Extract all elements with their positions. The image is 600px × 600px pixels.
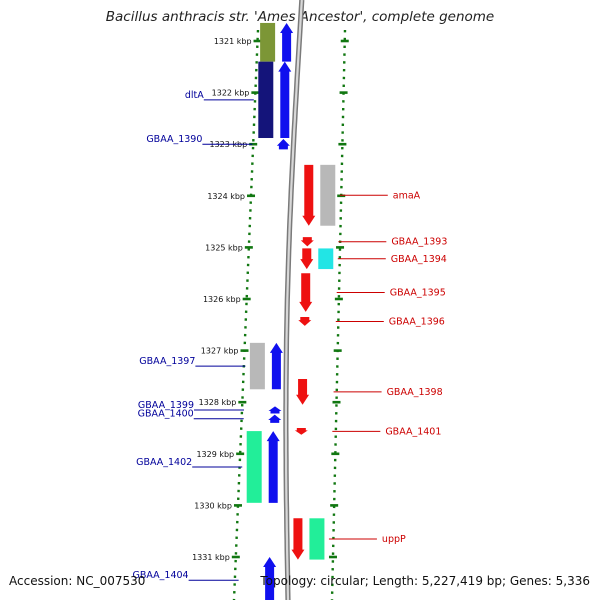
cds-block-unnamed[interactable]	[260, 22, 276, 62]
cds-block-gbaa_1394[interactable]	[318, 248, 334, 270]
gene-arrow-gbaa_1402[interactable]	[266, 431, 280, 503]
gene-label-gbaa_1404[interactable]: GBAA_1404	[133, 570, 189, 581]
tick-label: 1328 kbp	[199, 398, 237, 407]
gene-arrow-gbaa_1395[interactable]	[299, 273, 313, 312]
cds-block-dlta[interactable]	[258, 61, 274, 139]
tick-label: 1321 kbp	[214, 37, 252, 46]
gene-arrow-gbaa_1404[interactable]	[263, 557, 277, 600]
accession-label: Accession: NC_007530	[9, 574, 146, 588]
gene-arrow-uppp[interactable]	[291, 518, 305, 560]
gene-label-gbaa_1398[interactable]: GBAA_1398	[387, 387, 443, 398]
tick-label: 1322 kbp	[212, 89, 250, 98]
gene-arrow-gbaa_1390[interactable]	[276, 139, 290, 150]
gene-arrow-gbaa_1393[interactable]	[300, 237, 314, 247]
cds-block-amaa[interactable]	[320, 164, 336, 226]
gene-arrow-amaa[interactable]	[302, 164, 316, 226]
right-ruler-line	[330, 29, 347, 600]
gene-arrow-dlta[interactable]	[278, 61, 292, 139]
backbone-highlight	[284, 0, 303, 600]
gene-label-dlta[interactable]: dltA	[185, 90, 204, 101]
tick-label: 1326 kbp	[203, 295, 241, 304]
tick-label: 1331 kbp	[192, 553, 230, 562]
gene-label-uppp[interactable]: uppP	[382, 534, 406, 545]
gene-arrow-gbaa_1396[interactable]	[298, 317, 312, 326]
gene-arrow-gbaa_1394[interactable]	[300, 248, 314, 270]
gene-label-gbaa_1401[interactable]: GBAA_1401	[385, 426, 441, 437]
gene-arrow-gbaa_1398[interactable]	[296, 378, 310, 405]
tick-label: 1324 kbp	[207, 192, 245, 201]
tick-label: 1325 kbp	[205, 243, 243, 252]
gene-label-gbaa_1394[interactable]: GBAA_1394	[391, 254, 447, 265]
gene-label-gbaa_1402[interactable]: GBAA_1402	[136, 457, 192, 468]
gene-label-gbaa_1399[interactable]: GBAA_1399	[138, 400, 194, 411]
tick-label: 1330 kbp	[194, 501, 232, 510]
topology-label: Topology: circular; Length: 5,227,419 bp…	[260, 574, 590, 588]
cds-block-uppp[interactable]	[309, 518, 325, 560]
gene-arrow-gbaa_1399[interactable]	[268, 406, 282, 414]
gene-arrow-gbaa_1400[interactable]	[268, 414, 282, 423]
tick-label: 1327 kbp	[201, 347, 239, 356]
gene-arrow-unnamed[interactable]	[280, 22, 294, 62]
gene-label-gbaa_1395[interactable]: GBAA_1395	[390, 288, 446, 299]
gene-label-gbaa_1400[interactable]: GBAA_1400	[138, 409, 194, 420]
gene-label-gbaa_1396[interactable]: GBAA_1396	[389, 316, 445, 327]
gene-label-gbaa_1397[interactable]: GBAA_1397	[139, 356, 195, 367]
left-ruler-line	[232, 29, 260, 600]
gene-arrow-gbaa_1397[interactable]	[269, 342, 283, 390]
gene-label-gbaa_1393[interactable]: GBAA_1393	[391, 237, 447, 248]
cds-block-gbaa_1402[interactable]	[246, 431, 262, 503]
gene-arrow-gbaa_1401[interactable]	[294, 428, 308, 435]
gene-label-gbaa_1390[interactable]: GBAA_1390	[146, 134, 202, 145]
cds-block-gbaa_1397[interactable]	[249, 342, 265, 390]
tick-label: 1329 kbp	[196, 450, 234, 459]
gene-label-amaa[interactable]: amaA	[393, 190, 421, 201]
